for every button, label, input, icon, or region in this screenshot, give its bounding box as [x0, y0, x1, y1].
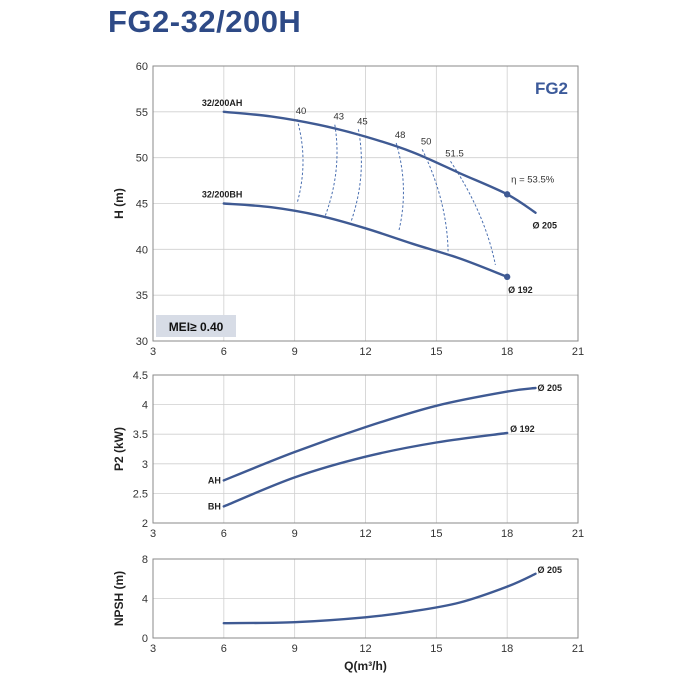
diameter-label: Ø 205 [538, 383, 563, 393]
x-tick-label: 6 [221, 528, 227, 540]
x-tick-label: 15 [430, 528, 442, 540]
x-tick-label: 18 [501, 346, 513, 358]
x-tick-label: 12 [359, 346, 371, 358]
power-chart: 3 6 9 12 15 18 21 2 2.5 3 3.5 4 4.5 P2 (kW) AH Ø 205 BH Ø… [112, 370, 584, 540]
npsh-chart: 3 6 9 12 15 18 21 0 4 8 NPSH (m) Q(m³/h) Ø 205 [112, 554, 584, 673]
y-tick-label: 30 [136, 336, 148, 348]
mei-badge-box [156, 315, 236, 337]
peak-efficiency-label: η = 53.5% [511, 174, 555, 185]
efficiency-curve [450, 161, 496, 265]
diameter-label: Ø 192 [508, 285, 533, 295]
series-line [222, 110, 537, 214]
series-line [222, 431, 509, 508]
series-line [222, 202, 509, 278]
series-name-label: 32/200AH [202, 98, 243, 108]
x-axis-label: Q(m³/h) [344, 659, 387, 673]
efficiency-curve [296, 119, 304, 204]
y-tick-label: 45 [136, 199, 148, 211]
efficiency-label: 50 [421, 136, 432, 147]
efficiency-curve [421, 149, 449, 253]
x-tick-label: 9 [292, 346, 298, 358]
diameter-label: Ø 205 [533, 221, 558, 231]
y-axis-label: P2 (kW) [112, 427, 126, 471]
efficiency-curve [324, 124, 338, 216]
y-axis-label: H (m) [112, 188, 126, 219]
plot-frame [152, 65, 579, 342]
efficiency-curve [395, 142, 404, 233]
series-name-label: BH [208, 501, 221, 511]
efficiency-label: 48 [395, 130, 406, 141]
x-tick-label: 12 [359, 643, 371, 655]
y-tick-label: 4 [142, 594, 148, 606]
y-tick-label: 2.5 [133, 488, 148, 500]
curve-end-marker [503, 191, 511, 198]
x-tick-label: 15 [430, 346, 442, 358]
y-tick-label: 2 [142, 518, 148, 530]
y-axis-label: NPSH (m) [112, 571, 126, 626]
x-tick-label: 12 [359, 528, 371, 540]
series-name-label: AH [208, 475, 221, 485]
series-line [222, 386, 537, 482]
x-tick-label: 21 [572, 528, 584, 540]
x-tick-label: 9 [292, 643, 298, 655]
x-tick-label: 18 [501, 643, 513, 655]
y-tick-label: 40 [136, 244, 148, 256]
x-tick-label: 6 [221, 643, 227, 655]
curve-end-marker [503, 273, 511, 281]
plot-frame [152, 374, 579, 524]
x-tick-label: 3 [150, 346, 156, 358]
series-line [222, 572, 537, 625]
x-tick-label: 3 [150, 643, 156, 655]
x-tick-label: 18 [501, 528, 513, 540]
y-tick-label: 3 [142, 459, 148, 471]
x-tick-label: 21 [572, 346, 584, 358]
page-title: FG2-32/200H [108, 4, 302, 39]
y-tick-label: 35 [136, 290, 148, 302]
plot-frame [152, 558, 579, 639]
x-tick-label: 21 [572, 643, 584, 655]
diameter-label: Ø 192 [510, 424, 535, 434]
y-tick-label: 3.5 [133, 429, 148, 441]
y-tick-label: 4 [142, 400, 148, 412]
mei-badge: MEI≥ 0.40 [169, 320, 224, 334]
efficiency-label: 45 [357, 116, 368, 127]
y-tick-label: 60 [136, 61, 148, 73]
y-tick-label: 8 [142, 554, 148, 566]
y-tick-label: 55 [136, 107, 148, 119]
brand-label: FG2 [535, 79, 568, 98]
x-tick-label: 3 [150, 528, 156, 540]
efficiency-label: 43 [334, 112, 345, 123]
y-tick-label: 4.5 [133, 370, 148, 382]
efficiency-label: 40 [296, 106, 307, 117]
y-tick-label: 0 [142, 633, 148, 645]
y-tick-label: 50 [136, 153, 148, 165]
series-name-label: 32/200BH [202, 190, 243, 200]
x-tick-label: 6 [221, 346, 227, 358]
efficiency-label: 51.5 [445, 148, 464, 159]
head-chart: 3 6 9 12 15 18 21 30 35 40 45 50 55 60 H (m) 40 43 45 48 50… [112, 61, 584, 358]
diameter-label: Ø 205 [538, 565, 563, 575]
x-tick-label: 15 [430, 643, 442, 655]
efficiency-curve [350, 129, 362, 222]
x-tick-label: 9 [292, 528, 298, 540]
